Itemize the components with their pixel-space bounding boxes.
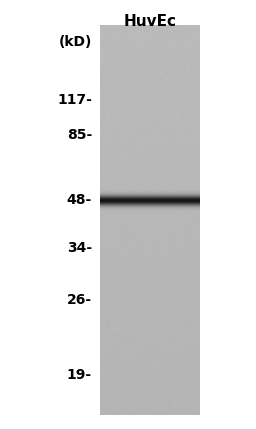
Text: (kD): (kD) bbox=[59, 35, 92, 49]
Text: 26-: 26- bbox=[67, 293, 92, 307]
Text: 117-: 117- bbox=[57, 93, 92, 107]
Text: 48-: 48- bbox=[67, 193, 92, 207]
Text: 19-: 19- bbox=[67, 368, 92, 382]
Text: 34-: 34- bbox=[67, 241, 92, 255]
Text: 85-: 85- bbox=[67, 128, 92, 142]
Text: HuvEc: HuvEc bbox=[123, 14, 176, 29]
